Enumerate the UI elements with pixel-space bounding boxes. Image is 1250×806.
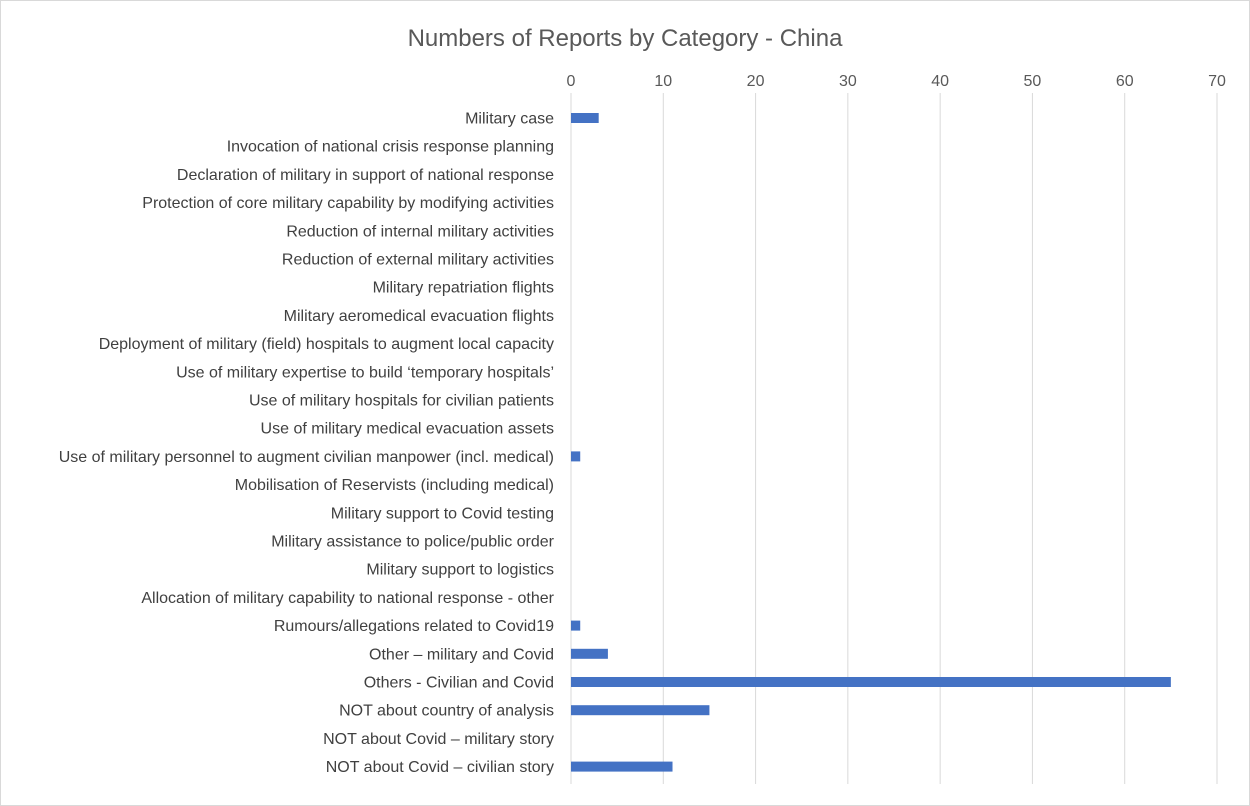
category-label: Military assistance to police/public ord… (271, 534, 554, 551)
chart-title: Numbers of Reports by Category - China (408, 25, 844, 52)
x-tick-label: 30 (839, 73, 857, 90)
x-tick-label: 0 (567, 73, 576, 90)
x-tick-label: 50 (1024, 73, 1042, 90)
category-label: Invocation of national crisis response p… (227, 139, 554, 156)
category-label: Use of military expertise to build ‘temp… (176, 364, 554, 381)
category-label: Military support to Covid testing (331, 505, 554, 522)
bar (571, 761, 673, 772)
category-label: NOT about country of analysis (339, 703, 554, 720)
category-label: NOT about Covid – military story (323, 731, 554, 748)
category-label: Other – military and Covid (369, 646, 554, 663)
bar (571, 113, 599, 123)
x-tick-label: 10 (654, 73, 672, 90)
category-label: Military repatriation flights (373, 280, 554, 297)
bar (571, 705, 710, 716)
x-tick-label: 20 (747, 73, 765, 90)
x-tick-label: 40 (931, 73, 949, 90)
category-label: Use of military medical evacuation asset… (261, 421, 554, 438)
bars (571, 113, 1171, 772)
category-label: Use of military hospitals for civilian p… (249, 393, 554, 410)
category-label: Rumours/allegations related to Covid19 (274, 618, 554, 635)
category-label: Reduction of external military activitie… (282, 252, 554, 269)
category-label: Others - Civilian and Covid (364, 675, 554, 692)
category-label: Military support to logistics (366, 562, 554, 579)
x-axis-ticks: 0 10 20 30 40 50 60 70 (567, 73, 1226, 90)
category-label: Military aeromedical evacuation flights (284, 308, 554, 325)
category-label: NOT about Covid – civilian story (326, 759, 554, 776)
x-tick-label: 60 (1116, 73, 1134, 90)
bar (571, 451, 581, 462)
category-label: Military case (465, 111, 554, 128)
bar (571, 648, 608, 659)
category-label: Deployment of military (field) hospitals… (99, 336, 554, 353)
category-label: Protection of core military capability b… (142, 195, 554, 212)
gridlines (570, 93, 1218, 784)
category-label: Allocation of military capability to nat… (141, 590, 554, 607)
category-label: Use of military personnel to augment civ… (59, 449, 554, 466)
category-label: Reduction of internal military activitie… (286, 223, 554, 240)
category-label: Mobilisation of Reservists (including me… (235, 477, 554, 494)
x-tick-label: 70 (1208, 73, 1226, 90)
category-labels: Military case Invocation of national cris… (59, 111, 555, 777)
bar (571, 677, 1171, 687)
category-label: Declaration of military in support of na… (177, 167, 554, 184)
bar (571, 620, 581, 631)
